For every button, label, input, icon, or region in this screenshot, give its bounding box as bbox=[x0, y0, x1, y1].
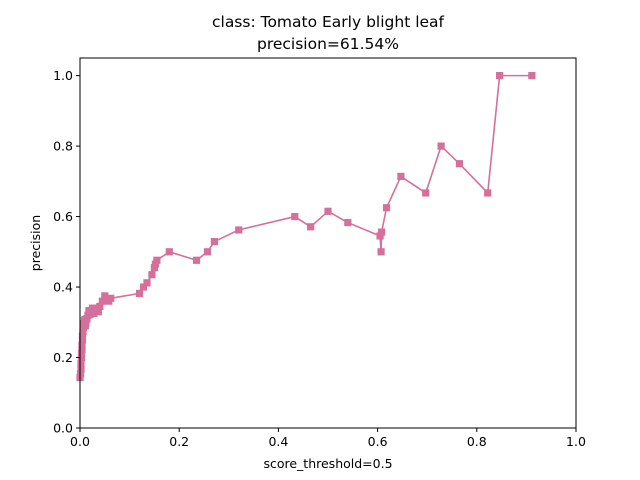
data-point bbox=[210, 237, 219, 246]
data-point bbox=[94, 308, 102, 316]
data-point bbox=[422, 189, 430, 197]
data-point bbox=[484, 189, 492, 197]
data-point bbox=[139, 283, 148, 291]
y-tick-label: 0.4 bbox=[53, 280, 73, 295]
x-axis-label: score_threshold=0.5 bbox=[263, 456, 392, 471]
y-tick-label: 0.8 bbox=[53, 139, 73, 154]
data-point bbox=[77, 350, 86, 358]
data-point bbox=[135, 289, 144, 297]
data-point bbox=[153, 256, 161, 264]
data-point bbox=[377, 248, 385, 256]
data-point bbox=[344, 218, 352, 227]
data-point bbox=[377, 228, 386, 236]
data-point bbox=[78, 332, 87, 340]
data-point bbox=[148, 271, 156, 279]
data-point bbox=[203, 248, 212, 256]
data-point bbox=[151, 260, 159, 268]
data-point bbox=[165, 248, 173, 256]
y-axis-label: precision bbox=[28, 215, 43, 271]
chart-title: class: Tomato Early blight leaf bbox=[212, 13, 445, 31]
series-line bbox=[79, 74, 532, 378]
data-point bbox=[192, 256, 201, 264]
x-tick-label: 0.2 bbox=[169, 434, 189, 449]
data-point bbox=[78, 336, 87, 344]
data-point bbox=[496, 72, 504, 80]
y-tick-label: 0.0 bbox=[53, 421, 73, 436]
x-tick-label: 0.8 bbox=[467, 434, 487, 449]
data-point bbox=[291, 212, 299, 221]
data-point bbox=[235, 226, 243, 234]
data-point bbox=[98, 297, 106, 305]
chart-subtitle: precision=61.54% bbox=[257, 35, 399, 53]
x-tick-label: 0.0 bbox=[70, 434, 90, 449]
data-point bbox=[107, 294, 115, 302]
data-point bbox=[307, 223, 315, 231]
data-point bbox=[77, 360, 85, 368]
x-tick-label: 1.0 bbox=[566, 434, 586, 449]
series-layer bbox=[76, 72, 536, 382]
data-point bbox=[376, 232, 384, 240]
y-tick-label: 0.2 bbox=[53, 350, 73, 365]
data-point bbox=[77, 365, 85, 373]
x-tick-label: 0.4 bbox=[268, 434, 288, 449]
data-point bbox=[324, 207, 332, 215]
plot-frame bbox=[79, 57, 577, 429]
data-point bbox=[78, 341, 86, 349]
data-point bbox=[397, 172, 405, 180]
data-point bbox=[77, 353, 86, 362]
data-point bbox=[79, 328, 87, 336]
data-point bbox=[96, 302, 104, 311]
y-tick-label: 1.0 bbox=[53, 68, 73, 83]
data-point bbox=[528, 72, 536, 80]
y-tick-label: 0.6 bbox=[53, 209, 73, 224]
data-point bbox=[382, 204, 391, 212]
data-point bbox=[437, 142, 445, 150]
data-point bbox=[143, 279, 151, 287]
data-point bbox=[455, 160, 464, 168]
ticks-layer: 0.0 0.2 0.4 0.6 0.8 1.0 0.0 0.2 0.4 0.6 0.8 1.0 bbox=[53, 68, 586, 449]
x-tick-label: 0.6 bbox=[368, 434, 388, 449]
data-point bbox=[78, 346, 86, 354]
